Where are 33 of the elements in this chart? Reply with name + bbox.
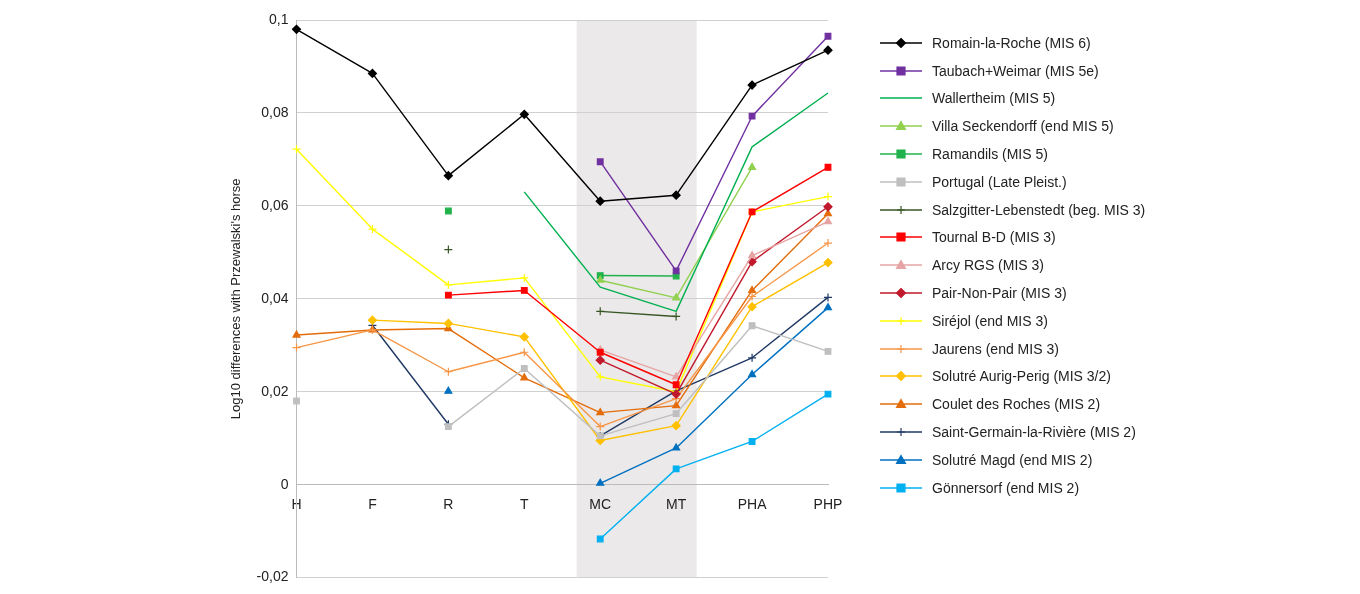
legend-label: Solutré Magd (end MIS 2) (932, 451, 1093, 468)
legend-label: Portugal (Late Pleist.) (932, 173, 1067, 190)
legend-label: Coulet des Roches (MIS 2) (932, 396, 1101, 413)
legend-label: Saint-Germain-la-Rivière (MIS 2) (932, 424, 1136, 441)
y-tick-label: 0,08 (261, 103, 289, 120)
y-tick-label: -0,02 (256, 568, 289, 585)
legend-label: Villa Seckendorff (end MIS 5) (932, 118, 1114, 135)
x-tick-label: PHA (737, 495, 768, 512)
x-tick-label: F (368, 495, 377, 512)
x-tick-label: MC (589, 495, 612, 512)
y-tick-label: 0,02 (261, 382, 289, 399)
legend-label: Wallertheim (MIS 5) (932, 90, 1056, 107)
x-tick-label: H (291, 495, 302, 512)
y-tick-label: 0,1 (269, 10, 289, 27)
legend-label: Jaurens (end MIS 3) (932, 340, 1059, 357)
legend-label: Pair-Non-Pair (MIS 3) (932, 285, 1067, 302)
legend-label: Ramandils (MIS 5) (932, 146, 1048, 163)
y-axis-title: Log10 differences with Przewalski's horse (228, 178, 244, 420)
legend-label: Taubach+Weimar (MIS 5e) (932, 62, 1099, 79)
legend-label: Gönnersorf (end MIS 2) (932, 479, 1080, 496)
x-tick-label: T (520, 495, 530, 512)
legend-label: Salzgitter-Lebenstedt (beg. MIS 3) (932, 201, 1146, 218)
legend-label: Arcy RGS (MIS 3) (932, 257, 1045, 274)
y-tick-label: 0 (280, 475, 289, 492)
y-tick-label: 0,06 (261, 196, 289, 213)
legend-label: Siréjol (end MIS 3) (932, 312, 1048, 329)
legend-label: Solutré Aurig-Perig (MIS 3/2) (932, 368, 1111, 385)
legend-label: Tournal B-D (MIS 3) (932, 229, 1056, 246)
x-tick-label: PHP (813, 495, 843, 512)
y-tick-label: 0,04 (261, 289, 289, 306)
x-tick-label: MT (666, 495, 687, 512)
x-tick-label: R (443, 495, 454, 512)
legend-label: Romain-la-Roche (MIS 6) (932, 34, 1091, 51)
